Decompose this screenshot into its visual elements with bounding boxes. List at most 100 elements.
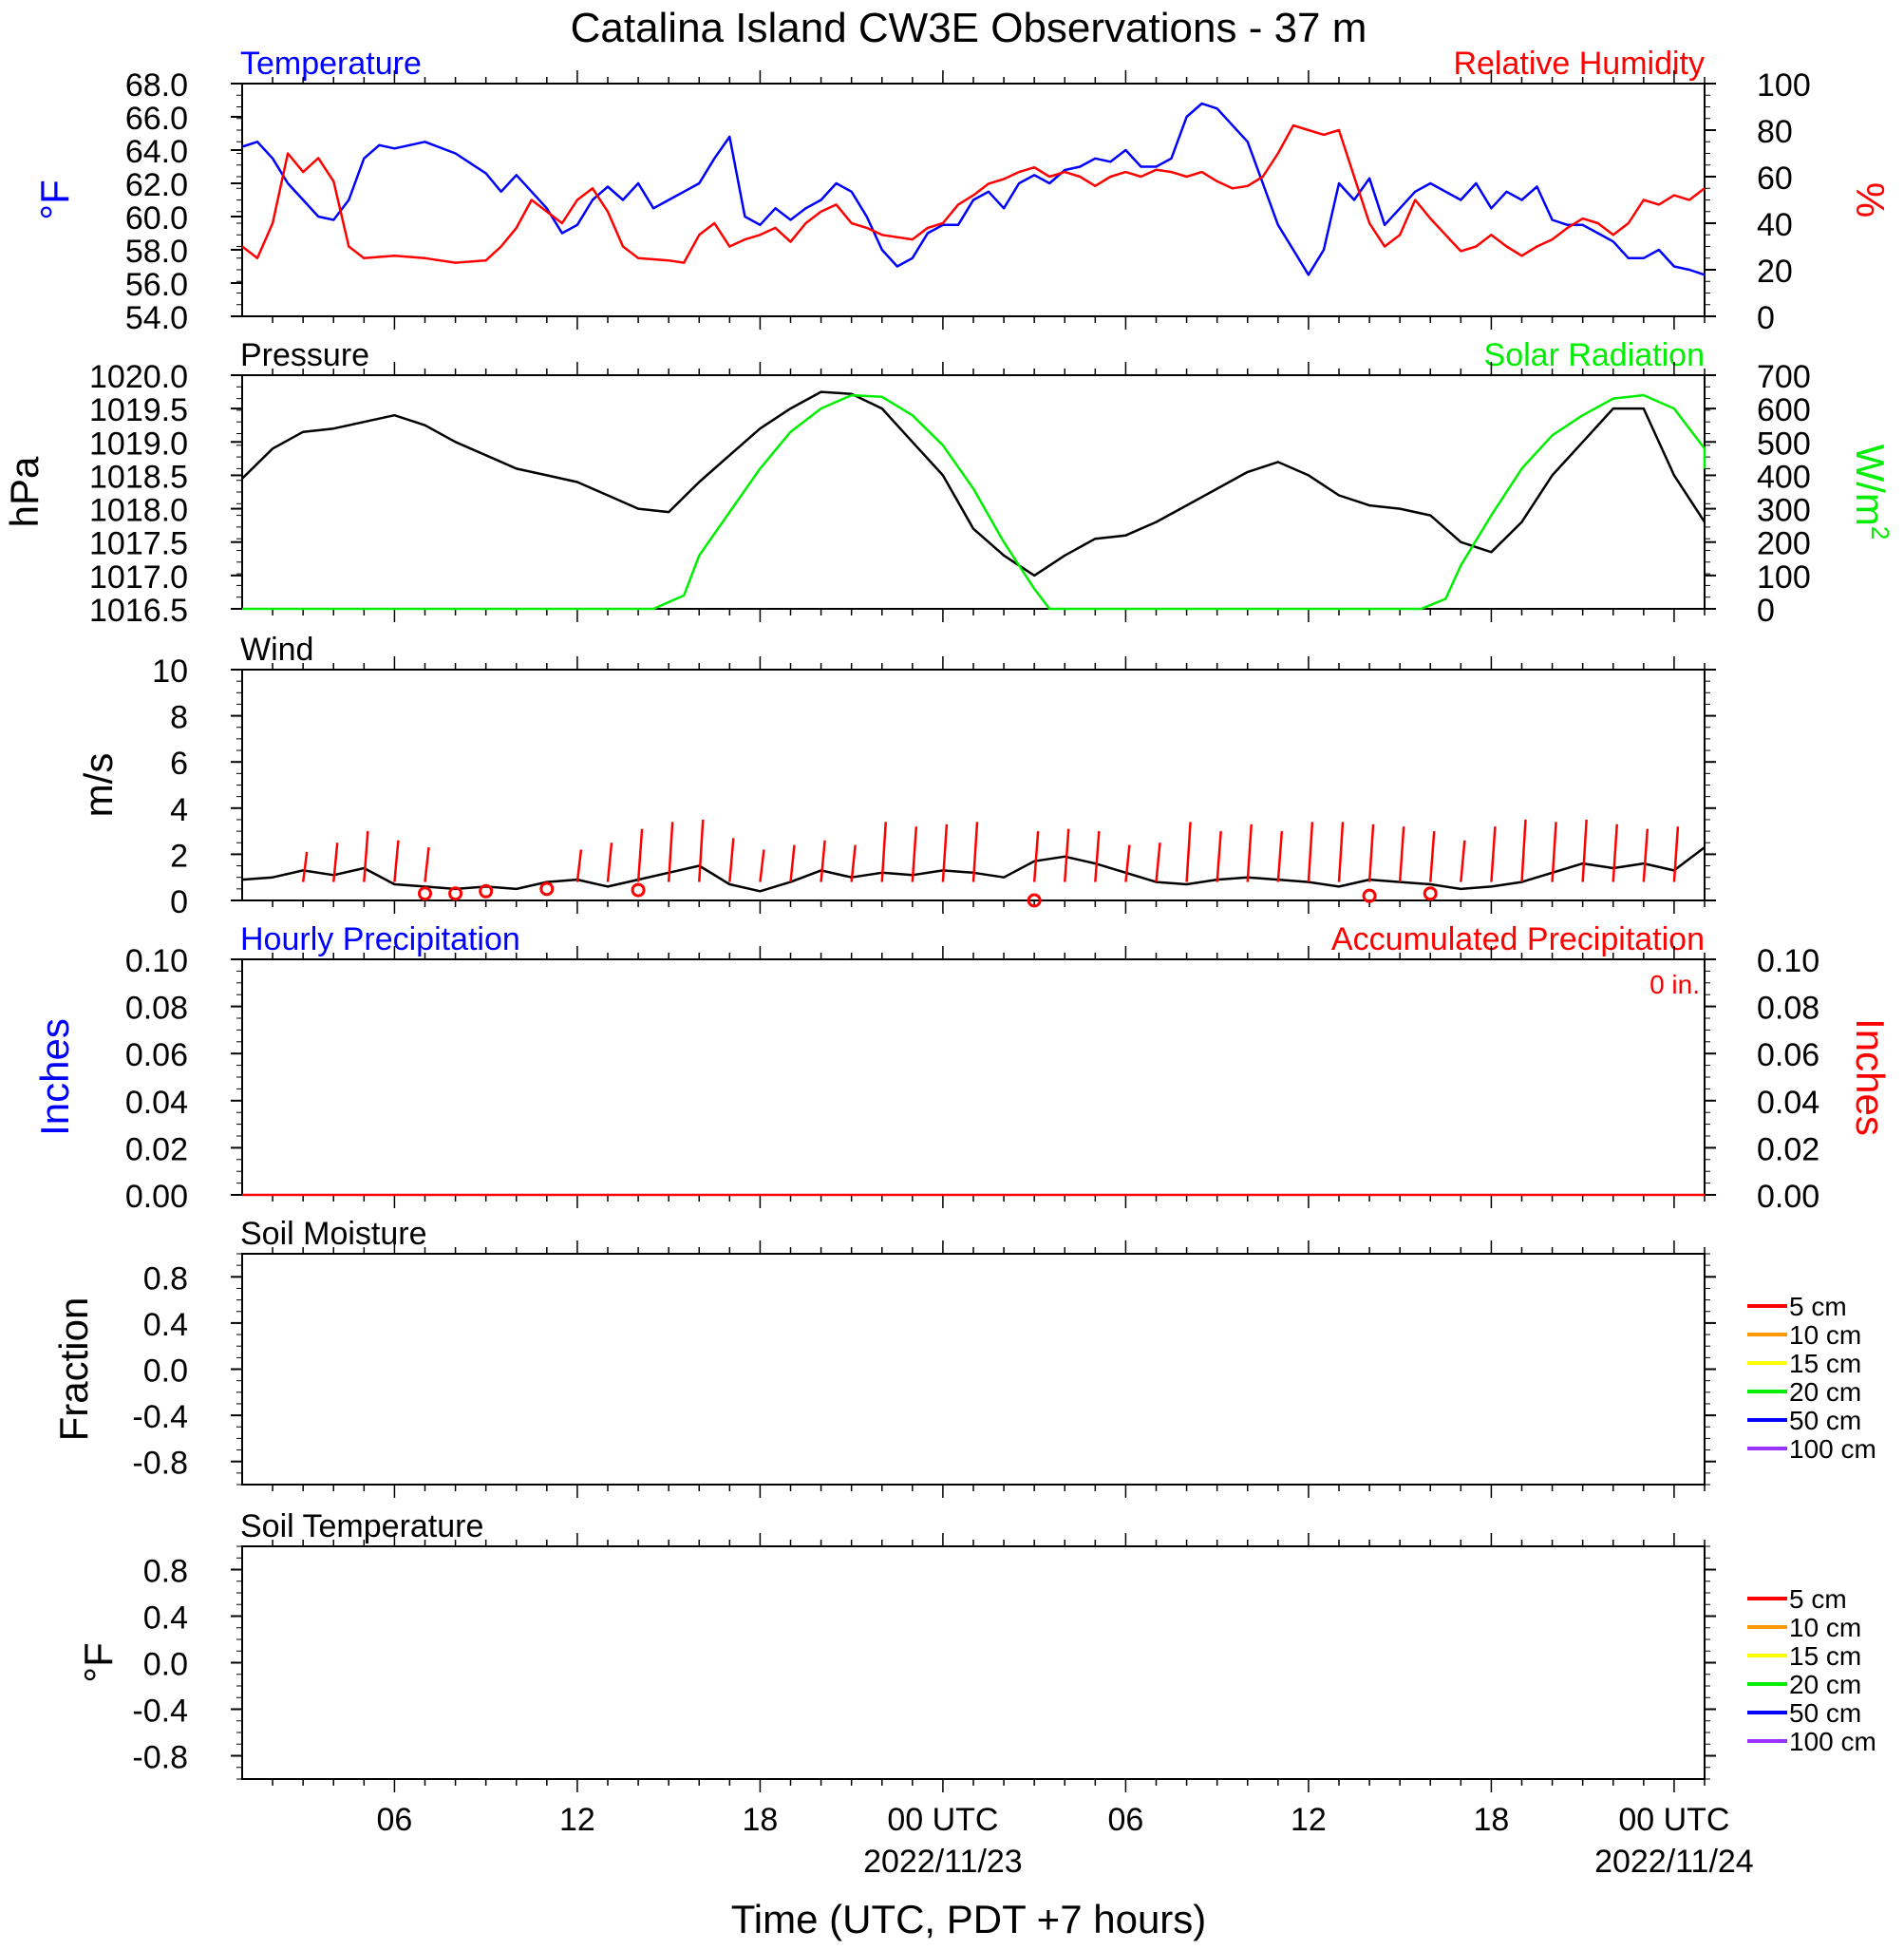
wind-barb [1398,826,1405,882]
y-tick-label-left: -0.4 [132,1399,188,1435]
y-tick-label-right: 80 [1757,114,1793,150]
panel-title-left: Pressure [240,337,369,373]
y-tick-label-left: 0.8 [143,1260,188,1297]
panel-frame [241,958,1706,1196]
calm-wind-marker [1362,888,1377,903]
y-tick-label-right: 60 [1757,161,1793,197]
panel-frame [241,1545,1706,1780]
y-tick-label-left: 0.0 [143,1647,188,1683]
legend-label: 20 cm [1789,1670,1861,1699]
wind-barb [1581,819,1588,882]
wind-barb [393,840,400,882]
wind-barb [789,844,796,882]
x-tick-label: 06 [377,1802,413,1838]
y-tick-label-right: 0.06 [1757,1037,1819,1073]
calm-wind-marker [479,883,494,899]
wind-barb [1551,822,1557,882]
wind-barb [301,851,309,882]
wind-barb [850,844,857,882]
y-axis-label-left: °F [32,180,77,219]
y-tick-label-right: 20 [1757,254,1793,290]
y-tick-label-right: 200 [1757,526,1811,562]
y-axis-label-left: hPa [2,456,47,527]
panel-frame [241,1253,1706,1486]
y-axis-label-left: Fraction [51,1297,96,1442]
x-axis-label: Time (UTC, PDT +7 hours) [731,1897,1207,1941]
wind-barb [606,842,613,882]
legend-label: 100 cm [1789,1727,1876,1756]
y-tick-label-right: 700 [1757,359,1811,395]
y-tick-label-left: 0 [170,884,188,920]
y-tick-label-left: 1016.5 [89,593,188,629]
y-tick-label-right: 0.08 [1757,991,1819,1027]
legend-label: 10 cm [1789,1320,1861,1350]
legend-label: 15 cm [1789,1349,1861,1378]
y-tick-label-right: 100 [1757,67,1811,104]
time-axis: 06 12 18 00 UTC 2022/11/23 06 12 18 00 UTC 2022/1… [377,1802,1754,1880]
y-axis-label-right: Inches [1848,1018,1893,1136]
panel-title-left: Hourly Precipitation [240,921,520,957]
y-tick-label-left: 0.4 [143,1307,188,1343]
y-axis-label-left: m/s [76,753,121,818]
y-tick-label-right: 300 [1757,493,1811,529]
y-tick-label-right: 100 [1757,559,1811,596]
legend-label: 5 cm [1789,1292,1847,1321]
calm-wind-marker [539,881,555,897]
y-tick-label-left: 8 [170,700,188,736]
series-temperature [241,102,1706,276]
y-tick-label-left: 66.0 [125,101,188,137]
y-tick-label-left: 0.0 [143,1354,188,1390]
panel-title-left: Soil Temperature [240,1508,483,1544]
panel-2: 1016.51017.01017.51018.01018.51019.01019… [2,337,1895,629]
y-tick-label-left: 0.4 [143,1600,188,1637]
x-tick-label: 18 [743,1802,779,1838]
wind-barb [820,840,826,882]
legend-label: 5 cm [1789,1584,1847,1614]
wind-barb [636,828,644,882]
y-tick-label-right: 400 [1757,459,1811,495]
y-tick-label-right: 40 [1757,207,1793,243]
panel-4: 0.00 0.02 0.04 0.06 0.08 0.10 0.00 0.02 0.04 0.06… [32,921,1893,1215]
calm-wind-marker [1027,893,1042,908]
wind-barb [759,849,765,882]
wind-barb [1672,826,1680,882]
panel-title-right: Solar Radiation [1484,337,1705,373]
wind-barb [1307,822,1314,882]
y-tick-label-right: 0 [1757,593,1775,629]
y-tick-label-right: 600 [1757,392,1811,428]
wind-barb [1520,819,1527,882]
y-tick-label-right: 0.10 [1757,943,1819,979]
wind-barb [971,822,979,882]
y-tick-label-left: 60.0 [125,200,188,237]
y-tick-label-left: 62.0 [125,167,188,203]
y-tick-label-left: 1019.0 [89,426,188,462]
legend-label: 100 cm [1789,1434,1876,1464]
y-tick-label-left: 0.8 [143,1554,188,1590]
x-tick-label: 12 [1291,1802,1327,1838]
panel-title-right: Relative Humidity [1453,46,1705,82]
wind-barb [1642,828,1650,882]
calm-wind-marker [448,886,463,901]
wind-barb [1032,831,1040,882]
x-tick-label: 00 UTC [1618,1802,1729,1838]
wind-barb [424,846,430,882]
wind-barb [1490,826,1497,882]
y-tick-label-right: 0.02 [1757,1131,1819,1167]
y-tick-label-left: 0.00 [125,1179,188,1215]
y-tick-label-left: 1017.0 [89,559,188,596]
calm-wind-marker [631,882,646,898]
calm-wind-marker [1423,886,1438,901]
wind-barb [1064,828,1070,882]
panel-frame [241,374,1706,610]
x-date-label: 2022/11/24 [1594,1844,1754,1880]
y-tick-label-left: 64.0 [125,134,188,170]
wind-barb [363,831,369,882]
y-tick-label-left: 0.02 [125,1131,188,1167]
y-tick-label-right: 0 [1757,300,1775,336]
y-tick-label-left: 1020.0 [89,359,188,395]
wind-barb [1460,840,1466,882]
x-tick-label: 12 [559,1802,595,1838]
panel-title-left: Wind [240,632,313,668]
